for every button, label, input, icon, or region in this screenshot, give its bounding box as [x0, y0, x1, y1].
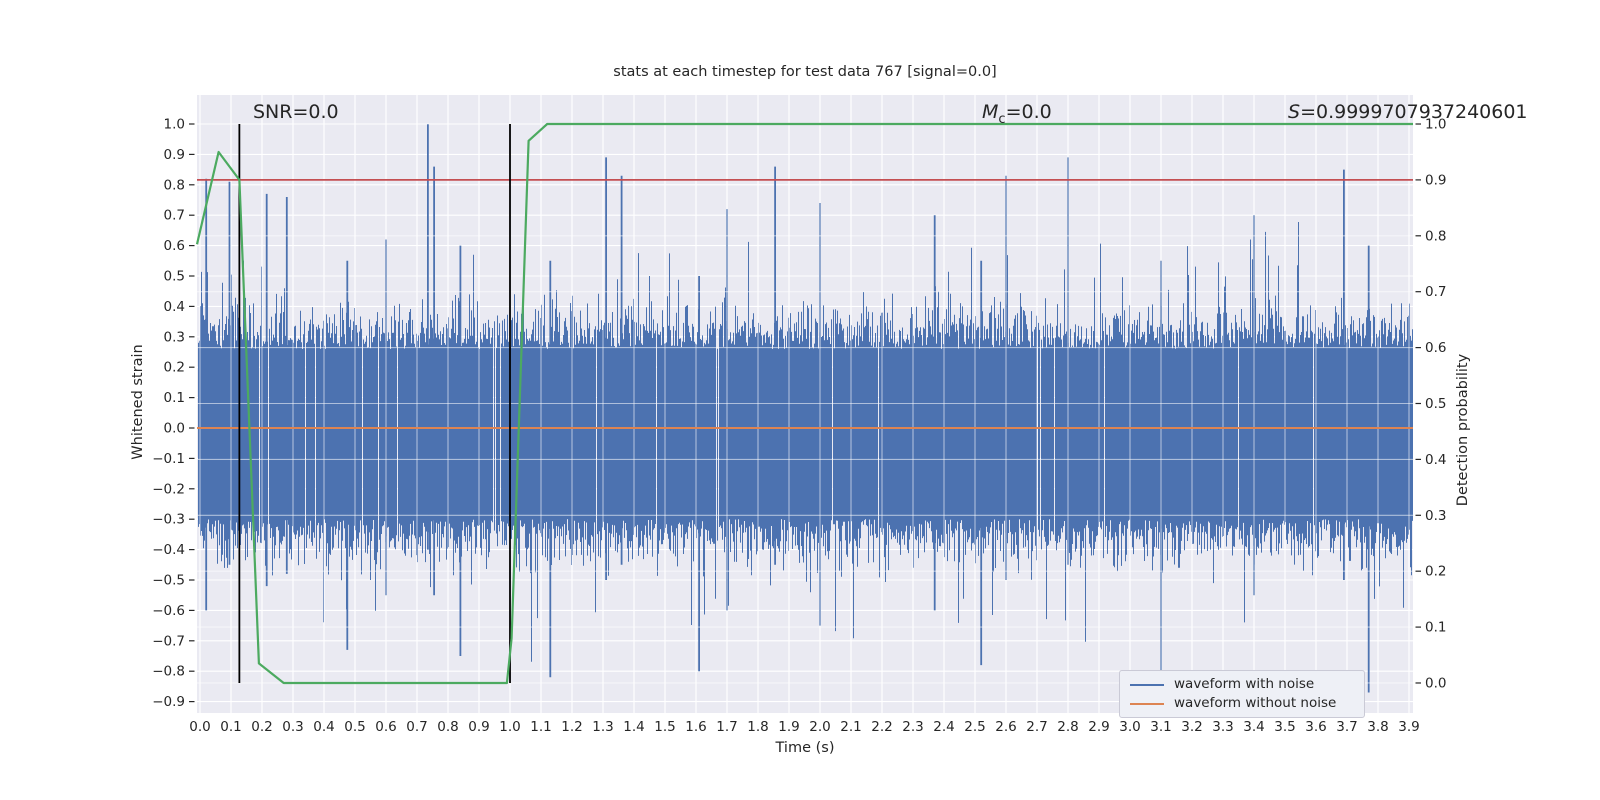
- chirp-mass-symbol: M: [982, 101, 999, 123]
- y-tick-label-left: −0.3: [152, 512, 185, 528]
- y-tick-label-left: −0.8: [152, 664, 185, 680]
- y-tick-label-right: 0.2: [1425, 564, 1446, 580]
- s-statistic-value: =0.9999707937240601: [1300, 101, 1528, 123]
- y-tick-label-left: 0.2: [164, 360, 185, 376]
- x-tick-label: 1.4: [623, 719, 644, 735]
- y-axis-label-left: Whitened strain: [130, 344, 146, 460]
- x-axis-label: Time (s): [775, 740, 835, 756]
- legend-item-label: waveform without noise: [1174, 695, 1337, 711]
- chart-title: stats at each timestep for test data 767…: [613, 64, 997, 80]
- x-tick-label: 3.3: [1212, 719, 1233, 735]
- y-tick-label-right: 0.7: [1425, 284, 1446, 300]
- y-tick-label-left: 0.3: [164, 329, 185, 345]
- x-tick-label: 1.1: [530, 719, 551, 735]
- x-tick-label: 3.2: [1181, 719, 1202, 735]
- x-tick-label: 2.2: [871, 719, 892, 735]
- x-tick-label: 1.2: [561, 719, 582, 735]
- x-tick-label: 0.2: [251, 719, 272, 735]
- y-tick-label-right: 0.1: [1425, 620, 1446, 636]
- y-tick-label-left: −0.6: [152, 603, 185, 619]
- x-tick-label: 1.7: [716, 719, 737, 735]
- x-tick-label: 3.9: [1398, 719, 1419, 735]
- x-tick-label: 3.1: [1150, 719, 1171, 735]
- y-tick-label-left: 0.4: [164, 299, 185, 315]
- x-tick-label: 2.0: [809, 719, 830, 735]
- x-tick-label: 0.8: [437, 719, 458, 735]
- y-tick-label-right: 0.9: [1425, 172, 1446, 188]
- y-tick-label-left: −0.9: [152, 694, 185, 710]
- x-tick-label: 1.6: [685, 719, 706, 735]
- y-tick-label-left: 0.9: [164, 147, 185, 163]
- y-tick-label-left: 1.0: [164, 117, 185, 133]
- y-tick-label-right: 0.0: [1425, 675, 1446, 691]
- x-tick-label: 1.0: [499, 719, 520, 735]
- y-tick-label-left: −0.4: [152, 542, 185, 558]
- chirp-mass-subscript: c: [998, 111, 1006, 127]
- s-statistic-annotation: S=0.9999707937240601: [1288, 101, 1528, 123]
- legend-item: waveform with noise: [1126, 675, 1358, 694]
- legend: waveform with noise waveform without noi…: [1119, 670, 1365, 718]
- x-tick-label: 3.7: [1336, 719, 1357, 735]
- legend-item: waveform without noise: [1126, 694, 1358, 713]
- x-tick-label: 0.1: [220, 719, 241, 735]
- y-tick-label-right: 1.0: [1425, 117, 1446, 133]
- x-tick-label: 3.4: [1243, 719, 1264, 735]
- x-tick-label: 1.5: [654, 719, 675, 735]
- x-tick-label: 3.8: [1367, 719, 1388, 735]
- x-tick-label: 3.5: [1274, 719, 1295, 735]
- chirp-mass-value: =0.0: [1005, 101, 1052, 123]
- x-tick-label: 1.3: [592, 719, 613, 735]
- y-tick-label-right: 0.8: [1425, 228, 1446, 244]
- y-tick-label-right: 0.3: [1425, 508, 1446, 524]
- chirp-mass-annotation: Mc=0.0: [982, 101, 1052, 127]
- legend-line-sample-noise: [1130, 683, 1164, 686]
- x-tick-label: 2.6: [995, 719, 1016, 735]
- x-tick-label: 2.8: [1057, 719, 1078, 735]
- x-tick-label: 0.3: [282, 719, 303, 735]
- x-tick-label: 3.0: [1119, 719, 1140, 735]
- x-tick-label: 0.4: [313, 719, 334, 735]
- legend-line-sample-clean: [1130, 702, 1164, 705]
- x-tick-label: 1.8: [747, 719, 768, 735]
- legend-item-label: waveform with noise: [1174, 676, 1315, 692]
- x-tick-label: 0.0: [189, 719, 210, 735]
- y-tick-label-left: 0.7: [164, 208, 185, 224]
- y-tick-label-left: −0.7: [152, 633, 185, 649]
- y-tick-label-left: 0.1: [164, 390, 185, 406]
- x-tick-label: 1.9: [778, 719, 799, 735]
- y-tick-label-right: 0.5: [1425, 396, 1446, 412]
- y-tick-label-left: 0.8: [164, 177, 185, 193]
- snr-annotation: SNR=0.0: [253, 101, 339, 123]
- x-tick-label: 0.9: [468, 719, 489, 735]
- s-statistic-symbol: S: [1288, 101, 1301, 123]
- probability-curve: [195, 122, 1413, 685]
- x-tick-label: 0.6: [375, 719, 396, 735]
- x-tick-label: 2.3: [902, 719, 923, 735]
- x-tick-label: 3.6: [1305, 719, 1326, 735]
- y-tick-label-left: −0.5: [152, 573, 185, 589]
- x-tick-label: 2.9: [1088, 719, 1109, 735]
- y-tick-label-right: 0.4: [1425, 452, 1446, 468]
- y-tick-label-left: −0.2: [152, 481, 185, 497]
- x-tick-label: 0.7: [406, 719, 427, 735]
- y-tick-label-left: 0.0: [164, 421, 185, 437]
- y-tick-label-left: −0.1: [152, 451, 185, 467]
- x-tick-label: 2.1: [840, 719, 861, 735]
- y-axis-label-right: Detection probability: [1455, 353, 1471, 507]
- y-tick-label-left: 0.6: [164, 238, 185, 254]
- y-tick-label-left: 0.5: [164, 269, 185, 285]
- x-tick-label: 0.5: [344, 719, 365, 735]
- x-tick-label: 2.7: [1026, 719, 1047, 735]
- x-tick-label: 2.5: [964, 719, 985, 735]
- y-tick-label-right: 0.6: [1425, 340, 1446, 356]
- x-tick-label: 2.4: [933, 719, 954, 735]
